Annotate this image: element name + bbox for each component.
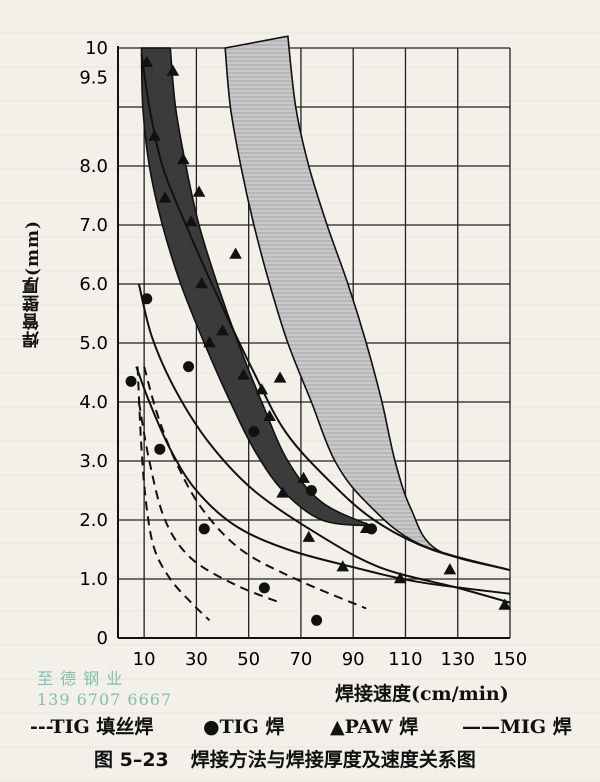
tig-point bbox=[305, 485, 317, 496]
x-tick-label: 10 bbox=[133, 649, 156, 670]
legend-solid-line-icon: —— bbox=[462, 716, 500, 738]
y-tick-label: 10 bbox=[85, 38, 108, 59]
figure-number: 图 5–23 bbox=[94, 749, 169, 771]
chart: 10 30 50 70 90 110 130 150 0 1.0 2.0 3.0 4.0 5.0 6.0 7.… bbox=[79, 35, 527, 670]
paw-point bbox=[255, 383, 269, 395]
legend-label-mig: MIG 焊 bbox=[500, 716, 572, 738]
x-tick-label: 150 bbox=[493, 649, 527, 670]
tig-point bbox=[258, 582, 270, 594]
x-tick-label: 50 bbox=[237, 649, 260, 670]
paw-point bbox=[203, 336, 216, 348]
legend-triangle-icon: ▲ bbox=[330, 716, 345, 738]
y-tick-label: 0 bbox=[97, 628, 108, 649]
paw-point bbox=[263, 409, 276, 421]
watermark-phone: 139 6707 6667 bbox=[37, 690, 173, 709]
legend-label-paw: PAW 焊 bbox=[344, 716, 419, 738]
paw-point bbox=[359, 521, 373, 534]
paw-point bbox=[177, 153, 190, 165]
legend-item-mig: ——MIG 焊 bbox=[462, 712, 572, 739]
legend-dashed-line-icon: --- bbox=[30, 716, 51, 738]
y-axis-label: 焊管壁厚(mm) bbox=[23, 220, 43, 349]
paw-point bbox=[192, 185, 206, 197]
y-tick-label: 9.5 bbox=[79, 68, 108, 89]
tig-point bbox=[248, 426, 260, 437]
paw-point bbox=[166, 64, 180, 76]
tig-point bbox=[183, 361, 195, 373]
y-tick-label: 6.0 bbox=[79, 274, 108, 295]
paw-point bbox=[229, 247, 242, 259]
mig-curve-0 bbox=[137, 283, 511, 604]
mig-curve-1 bbox=[135, 366, 511, 595]
tig-point bbox=[125, 375, 137, 387]
paw-point bbox=[297, 471, 310, 483]
paw-point bbox=[216, 324, 229, 336]
legend-label-tig-filler: TIG 填丝焊 bbox=[50, 716, 154, 738]
legend-item-tig: ●TIG 焊 bbox=[203, 712, 284, 739]
y-tick-label: 2.0 bbox=[79, 510, 108, 531]
figure-caption: 图 5–23 焊接方法与焊接厚度及速度关系图 bbox=[0, 745, 600, 772]
tig-point bbox=[154, 443, 166, 455]
tig-point bbox=[198, 523, 210, 535]
y-tick-label: 3.0 bbox=[79, 451, 108, 472]
legend-label-tig: TIG 焊 bbox=[219, 716, 285, 738]
watermark-company: 至 德 钢 业 bbox=[37, 669, 124, 688]
figure-title: 焊接方法与焊接厚度及速度关系图 bbox=[190, 749, 476, 771]
x-tick-label: 90 bbox=[342, 649, 365, 670]
paw-point bbox=[302, 530, 316, 542]
paw-point bbox=[336, 560, 350, 572]
x-tick-label: 70 bbox=[289, 649, 312, 670]
paw-point bbox=[195, 277, 208, 289]
tick-labels: 10 30 50 70 90 110 130 150 0 1.0 2.0 3.0 4.0 5.0 6.0 7.… bbox=[79, 38, 527, 670]
paw-point bbox=[393, 572, 407, 584]
gray-band bbox=[224, 35, 511, 571]
mig-curve-2 bbox=[140, 53, 511, 572]
y-tick-label: 1.0 bbox=[79, 569, 108, 590]
paw-point bbox=[498, 598, 512, 610]
x-tick-label: 30 bbox=[185, 649, 208, 670]
paw-point bbox=[443, 563, 457, 575]
x-axis-label: 焊接速度(cm/min) bbox=[335, 683, 509, 705]
tig-filler-curve-2 bbox=[143, 366, 367, 610]
paw-point bbox=[184, 215, 198, 227]
paw-point bbox=[140, 55, 154, 67]
tig-point bbox=[141, 293, 153, 305]
paw-point bbox=[273, 371, 287, 383]
x-tick-label: 130 bbox=[441, 649, 475, 670]
y-tick-label: 4.0 bbox=[79, 392, 108, 413]
y-tick-label: 7.0 bbox=[79, 215, 108, 236]
y-tick-label: 8.0 bbox=[79, 156, 108, 177]
x-tick-label: 110 bbox=[388, 649, 422, 670]
legend: ---TIG 填丝焊 ●TIG 焊 ▲PAW 焊 ——MIG 焊 bbox=[0, 712, 600, 740]
tig-filler-curve-0 bbox=[136, 366, 211, 622]
paw-point bbox=[158, 191, 172, 203]
paw-point bbox=[148, 129, 161, 141]
axes bbox=[117, 46, 510, 639]
tig-point bbox=[311, 614, 323, 626]
legend-circle-icon: ● bbox=[203, 716, 220, 738]
paw-point bbox=[276, 486, 289, 498]
legend-item-paw: ▲PAW 焊 bbox=[330, 712, 418, 739]
curves bbox=[135, 53, 511, 622]
markers bbox=[125, 55, 512, 626]
paw-point bbox=[237, 368, 250, 380]
y-tick-label: 5.0 bbox=[79, 333, 108, 354]
legend-item-tig-filler: ---TIG 填丝焊 bbox=[30, 712, 153, 739]
